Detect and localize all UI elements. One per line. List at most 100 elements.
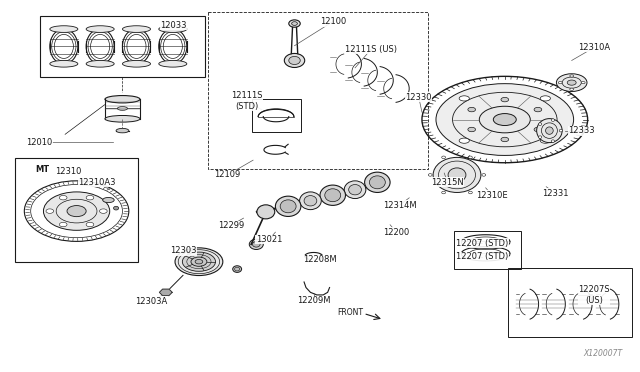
Ellipse shape	[50, 61, 78, 67]
Text: 12310A3: 12310A3	[78, 178, 116, 187]
Ellipse shape	[468, 191, 472, 194]
Ellipse shape	[233, 266, 242, 272]
Ellipse shape	[175, 248, 223, 276]
Ellipse shape	[428, 174, 432, 176]
Text: 12100: 12100	[319, 17, 346, 26]
Bar	[15, 158, 138, 262]
Text: 12109: 12109	[214, 170, 241, 179]
Ellipse shape	[300, 192, 321, 210]
Ellipse shape	[540, 96, 550, 101]
Ellipse shape	[369, 176, 385, 189]
Ellipse shape	[479, 106, 531, 133]
Ellipse shape	[159, 61, 187, 67]
Ellipse shape	[538, 136, 541, 138]
Ellipse shape	[86, 26, 114, 32]
Text: 12310E: 12310E	[476, 191, 508, 200]
Circle shape	[60, 222, 67, 227]
Ellipse shape	[501, 137, 509, 142]
Ellipse shape	[105, 115, 140, 122]
Ellipse shape	[182, 252, 216, 271]
Ellipse shape	[468, 156, 472, 158]
Ellipse shape	[558, 81, 562, 84]
Bar	[252, 99, 301, 132]
Ellipse shape	[324, 189, 340, 202]
Ellipse shape	[559, 129, 563, 132]
Ellipse shape	[86, 61, 114, 67]
Ellipse shape	[280, 200, 296, 213]
Text: 12111S (US): 12111S (US)	[345, 45, 397, 54]
Text: X120007T: X120007T	[584, 349, 623, 358]
Text: 12333: 12333	[568, 126, 595, 135]
Ellipse shape	[257, 205, 275, 219]
Text: MT: MT	[35, 165, 49, 174]
Ellipse shape	[116, 128, 129, 133]
Ellipse shape	[442, 191, 445, 194]
Bar	[508, 268, 632, 337]
Text: 12010: 12010	[26, 138, 52, 147]
Circle shape	[46, 209, 54, 213]
Ellipse shape	[344, 181, 366, 199]
Ellipse shape	[556, 74, 587, 92]
Circle shape	[44, 192, 109, 230]
Ellipse shape	[482, 174, 486, 176]
Ellipse shape	[365, 172, 390, 192]
Ellipse shape	[117, 107, 127, 110]
Text: 12200: 12200	[383, 228, 410, 237]
Ellipse shape	[570, 88, 573, 90]
Ellipse shape	[289, 20, 300, 27]
Ellipse shape	[570, 75, 573, 77]
Ellipse shape	[122, 61, 150, 67]
Ellipse shape	[468, 108, 476, 112]
Ellipse shape	[105, 96, 140, 103]
Circle shape	[86, 222, 94, 227]
Text: 13021: 13021	[256, 235, 282, 244]
Ellipse shape	[540, 138, 550, 143]
Text: 12310A: 12310A	[578, 43, 610, 52]
Circle shape	[60, 195, 67, 200]
Ellipse shape	[436, 84, 573, 155]
Bar	[454, 231, 521, 269]
Bar	[40, 16, 205, 77]
Ellipse shape	[551, 119, 554, 121]
Ellipse shape	[102, 198, 114, 203]
Text: 12209M: 12209M	[297, 296, 330, 305]
Ellipse shape	[289, 57, 300, 64]
Ellipse shape	[292, 22, 298, 25]
Ellipse shape	[448, 168, 466, 182]
Ellipse shape	[459, 138, 469, 143]
Text: 12310: 12310	[55, 167, 81, 176]
Ellipse shape	[252, 241, 260, 247]
Ellipse shape	[468, 127, 476, 132]
Text: 12299: 12299	[218, 221, 244, 230]
Ellipse shape	[320, 185, 346, 205]
Ellipse shape	[195, 260, 203, 264]
Ellipse shape	[581, 81, 585, 84]
Ellipse shape	[551, 140, 554, 142]
Text: 12208M: 12208M	[303, 255, 337, 264]
Ellipse shape	[534, 108, 541, 112]
Text: 12207S
(US): 12207S (US)	[578, 285, 610, 305]
Text: 12207 (STD): 12207 (STD)	[456, 239, 509, 248]
Ellipse shape	[493, 113, 516, 125]
Ellipse shape	[433, 157, 481, 192]
Text: 12303: 12303	[170, 246, 196, 255]
Text: 12315N: 12315N	[431, 178, 464, 187]
Text: 12303A: 12303A	[135, 297, 167, 306]
Ellipse shape	[442, 156, 445, 158]
Ellipse shape	[122, 26, 150, 32]
Ellipse shape	[459, 96, 469, 101]
Text: 12033: 12033	[160, 21, 187, 30]
Ellipse shape	[545, 127, 553, 134]
Ellipse shape	[249, 239, 263, 250]
Ellipse shape	[537, 119, 562, 142]
Polygon shape	[159, 289, 172, 295]
Text: 12331: 12331	[543, 189, 569, 198]
Circle shape	[100, 209, 107, 213]
Ellipse shape	[275, 196, 301, 217]
Text: 12314M: 12314M	[383, 201, 417, 210]
Ellipse shape	[534, 127, 541, 132]
Circle shape	[86, 195, 94, 200]
Ellipse shape	[113, 206, 118, 210]
Ellipse shape	[191, 257, 207, 266]
Text: 12111S
(STD): 12111S (STD)	[231, 92, 262, 111]
